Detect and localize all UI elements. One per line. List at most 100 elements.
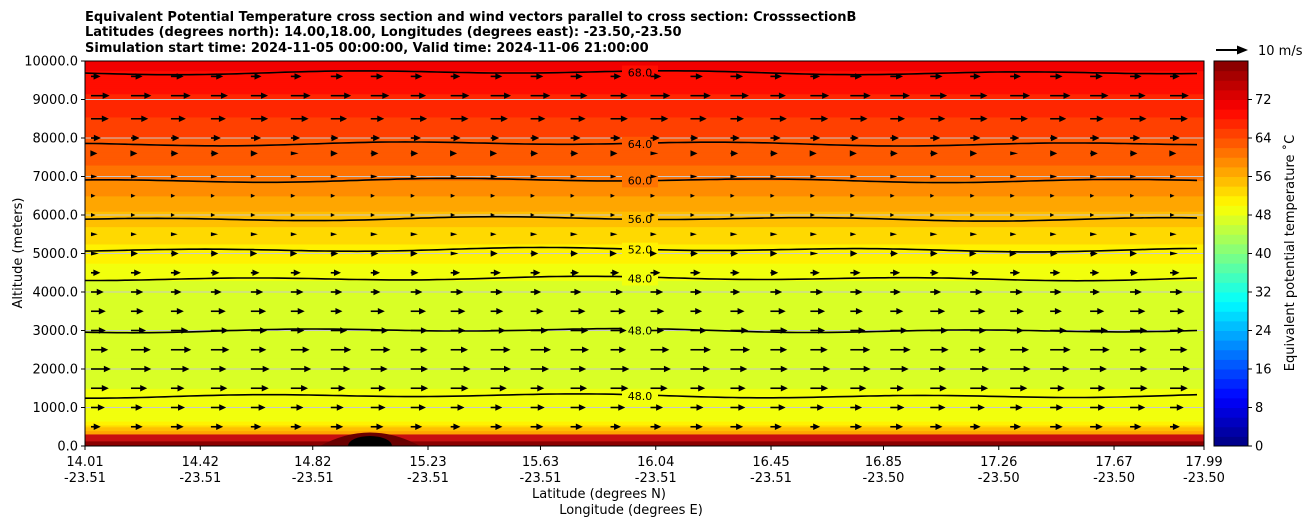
field-band	[85, 384, 1204, 387]
wind-arrowhead	[654, 423, 662, 430]
field-band	[85, 342, 1204, 345]
y-tick-label: 4000.0	[33, 286, 79, 301]
field-band	[85, 401, 1204, 405]
wind-arrowhead	[419, 92, 427, 99]
wind-arrowhead	[863, 92, 871, 99]
x-tick-label-longitude: -23.50	[1093, 471, 1135, 486]
wind-arrowhead	[1090, 232, 1098, 237]
wind-arrowhead	[973, 134, 981, 142]
field-band	[85, 157, 1204, 160]
field-band	[85, 132, 1204, 135]
field-band	[85, 240, 1204, 243]
wind-arrowhead	[530, 213, 535, 217]
wind-arrowhead	[301, 385, 309, 392]
wind-arrowhead	[296, 404, 304, 411]
wind-arrowhead	[780, 385, 788, 392]
wind-arrowhead	[250, 193, 256, 198]
wind-arrowhead	[413, 134, 421, 142]
wind-arrowhead	[821, 115, 829, 122]
field-band	[85, 424, 1204, 428]
wind-arrowhead	[170, 213, 175, 217]
wind-arrowhead	[1172, 423, 1180, 430]
field-band	[85, 99, 1204, 103]
wind-arrowhead	[371, 150, 379, 157]
field-band	[85, 155, 1204, 158]
wind-arrowhead	[132, 134, 140, 142]
wind-arrowhead	[135, 73, 143, 80]
wind-arrowhead	[900, 327, 908, 334]
wind-arrowhead	[103, 365, 111, 373]
wind-arrowhead	[614, 73, 622, 80]
wind-arrowhead	[698, 385, 706, 392]
wind-arrowhead	[1098, 404, 1106, 411]
field-band	[85, 286, 1204, 289]
wind-arrowhead	[453, 73, 461, 80]
wind-arrowhead	[304, 365, 312, 373]
field-band	[85, 311, 1204, 314]
field-band	[85, 151, 1204, 154]
wind-arrowhead	[178, 404, 186, 411]
wind-arrowhead	[340, 115, 348, 122]
wind-arrowhead	[978, 346, 986, 353]
wind-arrowhead	[933, 134, 941, 142]
wind-arrowhead	[650, 193, 656, 198]
wind-arrowhead	[377, 308, 385, 315]
wind-arrowhead	[536, 423, 544, 430]
field-band	[85, 87, 1204, 91]
x-tick-label-longitude: -23.50	[1183, 471, 1225, 486]
wind-arrowhead	[980, 115, 988, 122]
wind-arrowhead	[817, 404, 825, 411]
wind-arrowhead	[703, 346, 711, 353]
wind-arrowhead	[381, 327, 389, 334]
wind-arrowhead	[620, 115, 628, 122]
wind-arrowhead	[1138, 92, 1146, 99]
colorbar-segment	[1214, 215, 1248, 226]
colorbar-segment	[1214, 157, 1248, 168]
wind-arrowhead	[1050, 193, 1055, 198]
wind-arrowhead	[91, 251, 99, 256]
wind-arrowhead	[1050, 150, 1058, 157]
wind-arrowhead	[490, 213, 495, 217]
wind-arrowhead	[654, 73, 662, 80]
wind-arrowhead	[737, 308, 745, 315]
wind-arrowhead	[977, 404, 985, 411]
field-band	[85, 305, 1204, 308]
wind-arrowhead	[609, 250, 617, 257]
wind-arrowhead	[699, 115, 707, 122]
wind-arrowhead	[859, 385, 867, 392]
wind-arrowhead	[1055, 423, 1063, 430]
wind-arrowhead	[736, 423, 744, 430]
wind-arrowhead	[216, 73, 224, 80]
field-band	[85, 336, 1204, 339]
colorbar-segment	[1214, 186, 1248, 197]
wind-arrowhead	[1095, 73, 1103, 80]
wind-arrowhead	[690, 193, 695, 198]
wind-arrowhead	[730, 213, 735, 217]
wind-arrowhead	[172, 134, 180, 142]
wind-arrowhead	[503, 346, 511, 353]
wind-arrowhead	[1053, 269, 1061, 276]
wind-arrowhead	[902, 92, 910, 99]
x-tick-label-latitude: 14.82	[294, 455, 331, 470]
field-band	[85, 293, 1204, 297]
field-band	[85, 128, 1204, 131]
wind-arrowhead	[652, 134, 660, 142]
wind-arrowhead	[1010, 174, 1017, 179]
wind-arrowhead	[183, 92, 191, 99]
x-tick-label-latitude: 17.99	[1185, 455, 1222, 470]
wind-arrowhead	[810, 232, 817, 237]
wind-arrowhead	[979, 327, 987, 334]
wind-arrowhead	[741, 92, 749, 99]
wind-arrowhead	[1139, 346, 1147, 353]
wind-arrowhead	[1172, 134, 1180, 142]
wind-arrowhead	[1101, 327, 1109, 334]
wind-arrowhead	[813, 73, 821, 80]
wind-arrowhead	[216, 423, 224, 430]
wind-arrowhead	[1099, 365, 1107, 373]
y-tick-label: 6000.0	[33, 209, 79, 224]
colorbar: 0 8 16 24 32 40 48 56 64 72	[1213, 60, 1272, 455]
wind-arrowhead	[330, 213, 335, 217]
colorbar-segment	[1214, 301, 1248, 312]
wind-arrowhead	[419, 308, 427, 315]
wind-arrowhead	[344, 346, 352, 353]
